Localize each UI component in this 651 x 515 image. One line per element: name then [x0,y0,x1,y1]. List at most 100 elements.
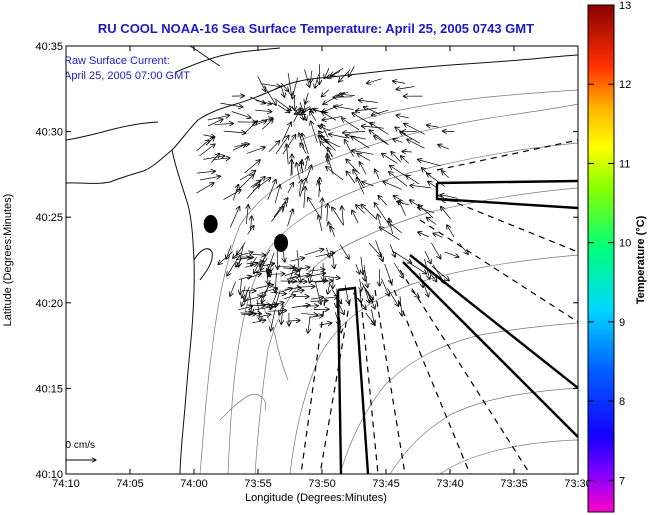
current-vector [287,209,293,227]
current-vector [287,320,300,321]
current-vector [444,251,459,257]
current-vector [242,286,245,298]
current-vector [296,267,310,270]
current-vector [318,215,323,232]
current-vector [321,136,336,152]
current-vector [410,200,419,207]
buoy-marker [203,215,218,234]
current-vector [408,262,426,274]
y-tick-label: 40:35 [35,41,63,53]
current-vector [246,184,259,199]
current-vector [251,256,257,266]
current-vector [306,165,312,180]
current-vector [311,121,318,143]
current-vector [240,278,242,295]
colorbar-tick-label: 8 [619,396,625,408]
current-vector [255,285,274,289]
current-vector [328,147,333,158]
current-vector [267,311,287,312]
current-vector [431,242,440,259]
current-vector [196,171,215,173]
current-vector [356,177,365,195]
transect-lines [300,139,578,474]
current-vector [235,258,251,260]
y-axis-label: Latitude (Degrees:Minutes) [2,194,14,327]
current-vector [292,77,298,98]
x-tick-label: 73:45 [372,478,400,490]
current-vector [220,102,243,107]
colorbar-tick-label: 9 [619,317,625,329]
current-vector [279,303,284,315]
current-vector [308,316,310,333]
current-vector [256,303,271,305]
current-annotation: Raw Surface Current: April 25, 2005 07:0… [66,55,190,82]
current-vector [308,269,325,271]
current-vector [271,309,276,331]
current-vector [315,253,335,258]
current-vector [374,136,389,146]
current-vector [440,195,458,199]
current-vector [375,240,383,261]
current-vector [417,207,435,214]
current-vector [277,266,294,267]
current-vector [431,266,449,281]
current-vector [253,118,273,124]
current-vector [441,171,450,178]
current-vector [321,89,330,97]
current-vector [226,245,232,259]
x-tick-label: 74:10 [52,478,80,490]
current-vector [324,297,339,298]
current-vector [284,271,298,277]
current-vector [328,282,330,294]
current-vector [348,65,355,77]
current-vector [351,136,370,149]
current-vector [291,290,304,292]
current-vector [205,137,215,146]
current-vector [339,244,349,259]
current-vector [246,147,265,154]
colorbar-tick-label: 12 [619,79,631,91]
current-vector [341,118,359,130]
current-vector [359,162,367,175]
current-vector [363,269,365,281]
current-vector [239,171,256,181]
current-vector [253,270,271,272]
current-vector [361,204,378,220]
current-vector [258,263,275,267]
x-tick-label: 73:40 [436,478,464,490]
current-vector [396,115,409,118]
map-plot-area: Raw Surface Current: April 25, 2005 07:0… [66,46,578,474]
current-vector [268,141,280,152]
current-vector [400,296,402,316]
current-vector [423,283,428,297]
current-vector [310,111,317,121]
current-vector [327,204,328,222]
current-vector [296,163,300,180]
current-vector [393,196,404,202]
current-vector [290,282,307,283]
y-tick-label: 40:25 [35,212,63,224]
current-vector [315,281,333,283]
current-vector [252,255,266,256]
current-vector [305,156,308,170]
current-vector [259,288,278,294]
current-vector [246,305,266,306]
current-vector [427,125,439,127]
current-vector [361,256,363,275]
current-vector [424,251,431,264]
current-vector [390,166,408,178]
current-vector [286,275,300,280]
current-vector [426,217,437,225]
current-vector [304,187,306,208]
current-vector [267,179,276,200]
current-vector [352,210,359,223]
buoy-markers [203,215,289,252]
current-vector [282,135,296,155]
current-vector [325,140,341,148]
current-vector [196,183,215,194]
current-vector [240,313,252,314]
current-vector [378,196,387,206]
current-vector [342,206,344,226]
current-vector [382,153,398,164]
